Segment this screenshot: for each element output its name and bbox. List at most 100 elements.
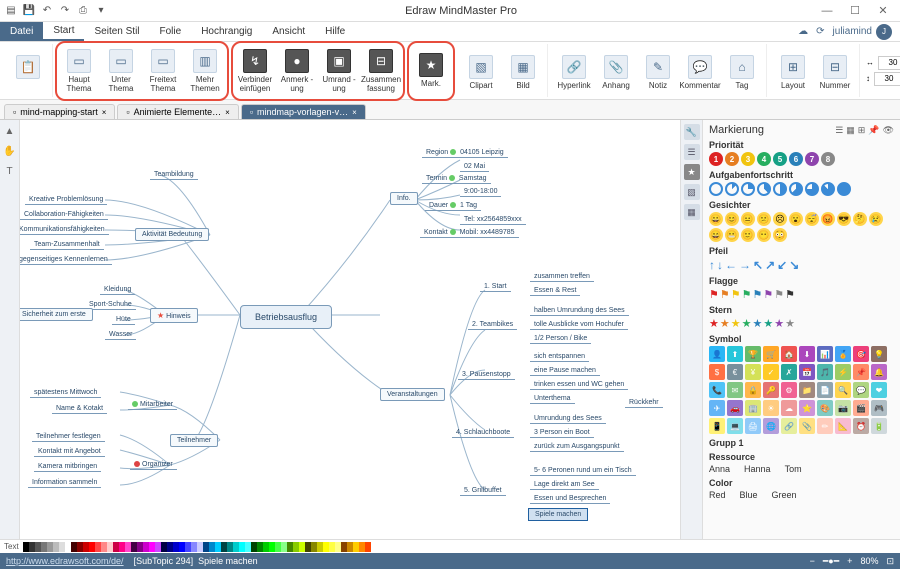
resource-item[interactable]: Anna bbox=[709, 464, 730, 474]
node-event-4-sub[interactable]: 3 Person ein Boot bbox=[530, 428, 594, 438]
node-event-2-sub[interactable]: tolle Ausblicke vom Hochufer bbox=[530, 320, 628, 330]
star-badge[interactable]: ★ bbox=[774, 318, 784, 330]
arrow-badge[interactable]: ↖ bbox=[753, 258, 763, 272]
symbol-badge[interactable]: ¥ bbox=[745, 364, 761, 380]
progress-badge[interactable] bbox=[725, 182, 739, 196]
face-badge[interactable]: 😴 bbox=[805, 212, 819, 226]
priority-badge[interactable]: 3 bbox=[741, 152, 755, 166]
arrow-badge[interactable]: ← bbox=[725, 258, 737, 272]
bild-button[interactable]: ▦Bild bbox=[503, 46, 543, 98]
symbol-badge[interactable]: ✏ bbox=[817, 418, 833, 434]
node-aktivitaet-item[interactable]: Kreative Problemlösung bbox=[25, 195, 107, 205]
view-tree-icon[interactable]: ⊞ bbox=[858, 125, 866, 136]
node-aktivitaet-item[interactable]: Collaboration-Fähigkeiten bbox=[20, 210, 108, 220]
symbol-badge[interactable]: 📊 bbox=[817, 346, 833, 362]
symbol-badge[interactable]: 🏠 bbox=[781, 346, 797, 362]
progress-badge[interactable] bbox=[709, 182, 723, 196]
node-mitarbeiter-item[interactable]: spätestens Mittwoch bbox=[30, 388, 101, 398]
node-info-row[interactable]: Tel: xx2564859xxx bbox=[460, 215, 526, 225]
doc-tab-1[interactable]: ▫mind-mapping-start× bbox=[4, 104, 115, 119]
node-aktivitaet[interactable]: Aktivität Bedeutung bbox=[135, 228, 209, 241]
symbol-badge[interactable]: 🏅 bbox=[835, 346, 851, 362]
panel-wrench-icon[interactable]: 🔧 bbox=[684, 124, 700, 140]
priority-badge[interactable]: 2 bbox=[725, 152, 739, 166]
kommentar-button[interactable]: 💬Kommentar bbox=[680, 46, 720, 98]
qat-new-icon[interactable]: ▤ bbox=[4, 4, 18, 18]
face-badge[interactable]: 😶 bbox=[757, 228, 771, 242]
user-menu[interactable]: juliamind J bbox=[833, 24, 892, 40]
panel-list-icon[interactable]: ☰ bbox=[684, 144, 700, 160]
node-info-row[interactable]: Kontakt Mobil: xx4489785 bbox=[420, 228, 519, 238]
priority-badge[interactable]: 8 bbox=[821, 152, 835, 166]
face-badge[interactable]: 😬 bbox=[725, 228, 739, 242]
qat-print-icon[interactable]: ⎙ bbox=[76, 4, 90, 18]
flag-badge[interactable]: ⚑ bbox=[753, 289, 763, 301]
node-hinweis-item[interactable]: Kleidung bbox=[100, 285, 135, 295]
symbol-badge[interactable]: 🎨 bbox=[817, 400, 833, 416]
progress-badge[interactable] bbox=[837, 182, 851, 196]
view-pin-icon[interactable]: 📌 bbox=[868, 125, 879, 136]
flag-badge[interactable]: ⚑ bbox=[731, 289, 741, 301]
node-event-2[interactable]: 2. Teambikes bbox=[468, 320, 517, 330]
face-badge[interactable]: ☹ bbox=[773, 212, 787, 226]
symbol-badge[interactable]: 🔔 bbox=[871, 364, 887, 380]
anhang-button[interactable]: 📎Anhang bbox=[596, 46, 636, 98]
menu-seitenstil[interactable]: Seiten Stil bbox=[84, 22, 149, 41]
face-badge[interactable]: 😳 bbox=[773, 228, 787, 242]
star-badge[interactable]: ★ bbox=[709, 318, 719, 330]
progress-badge[interactable] bbox=[789, 182, 803, 196]
doc-tab-2[interactable]: ▫Animierte Elemente…× bbox=[117, 104, 238, 119]
symbol-badge[interactable]: ⚙ bbox=[781, 382, 797, 398]
node-event-3-sub[interactable]: eine Pause machen bbox=[530, 366, 600, 376]
node-event-5-sub[interactable]: Lage direkt am See bbox=[530, 480, 599, 490]
star-badge[interactable]: ★ bbox=[720, 318, 730, 330]
color-item[interactable]: Red bbox=[709, 490, 726, 500]
symbol-badge[interactable]: 🔗 bbox=[781, 418, 797, 434]
window-close-icon[interactable]: ✕ bbox=[870, 2, 896, 20]
symbol-badge[interactable]: 🔍 bbox=[835, 382, 851, 398]
flag-badge[interactable]: ⚑ bbox=[709, 289, 719, 301]
close-icon[interactable]: × bbox=[352, 108, 357, 117]
unter-thema-button[interactable]: ▭Unter Thema bbox=[101, 45, 141, 97]
node-hinweis-item[interactable]: Hüte bbox=[112, 315, 135, 325]
symbol-badge[interactable]: 🚗 bbox=[727, 400, 743, 416]
node-teilnehmer[interactable]: Teilnehmer bbox=[170, 434, 218, 447]
symbol-badge[interactable]: € bbox=[727, 364, 743, 380]
haupt-thema-button[interactable]: ▭Haupt Thema bbox=[59, 45, 99, 97]
status-url[interactable]: http://www.edrawsoft.com/de/ bbox=[6, 556, 124, 566]
node-rueckkehr[interactable]: Rückkehr bbox=[625, 398, 663, 408]
sync-icon[interactable]: ⟳ bbox=[816, 26, 824, 37]
priority-badge[interactable]: 4 bbox=[757, 152, 771, 166]
layout-button[interactable]: ⊞Layout bbox=[773, 46, 813, 98]
menu-file[interactable]: Datei bbox=[0, 22, 43, 41]
resource-item[interactable]: Hanna bbox=[744, 464, 771, 474]
canvas[interactable]: Betriebsausflug Info. Region 04105 Leipz… bbox=[20, 120, 680, 539]
node-aktivitaet-item[interactable]: Teambildung bbox=[150, 170, 198, 180]
node-event-1-sub[interactable]: Essen & Rest bbox=[530, 286, 580, 296]
node-organizer[interactable]: Organizer bbox=[130, 460, 177, 470]
node-info[interactable]: Info. bbox=[390, 192, 418, 205]
arrow-badge[interactable]: → bbox=[739, 258, 751, 272]
face-badge[interactable]: 😊 bbox=[725, 212, 739, 226]
node-aktivitaet-item[interactable]: Team-Zusammenhalt bbox=[30, 240, 104, 250]
symbol-badge[interactable]: 📄 bbox=[817, 382, 833, 398]
menu-folie[interactable]: Folie bbox=[150, 22, 192, 41]
priority-badge[interactable]: 7 bbox=[805, 152, 819, 166]
vspacing-input[interactable] bbox=[874, 72, 900, 86]
star-badge[interactable]: ★ bbox=[753, 318, 763, 330]
tool-pointer-icon[interactable]: ▲ bbox=[3, 126, 17, 140]
close-icon[interactable]: × bbox=[102, 108, 107, 117]
symbol-badge[interactable]: 🔋 bbox=[871, 418, 887, 434]
star-badge[interactable]: ★ bbox=[785, 318, 795, 330]
symbol-badge[interactable]: ⬇ bbox=[799, 346, 815, 362]
mark-button[interactable]: ★Mark. bbox=[411, 45, 451, 97]
flag-badge[interactable]: ⚑ bbox=[720, 289, 730, 301]
face-badge[interactable]: 😡 bbox=[821, 212, 835, 226]
symbol-badge[interactable]: 💡 bbox=[871, 346, 887, 362]
symbol-badge[interactable]: 📐 bbox=[835, 418, 851, 434]
symbol-badge[interactable]: 💬 bbox=[853, 382, 869, 398]
symbol-badge[interactable]: 📌 bbox=[853, 364, 869, 380]
menu-hilfe[interactable]: Hilfe bbox=[315, 22, 355, 41]
symbol-badge[interactable]: 📁 bbox=[799, 382, 815, 398]
panel-cal-icon[interactable]: ▦ bbox=[684, 204, 700, 220]
